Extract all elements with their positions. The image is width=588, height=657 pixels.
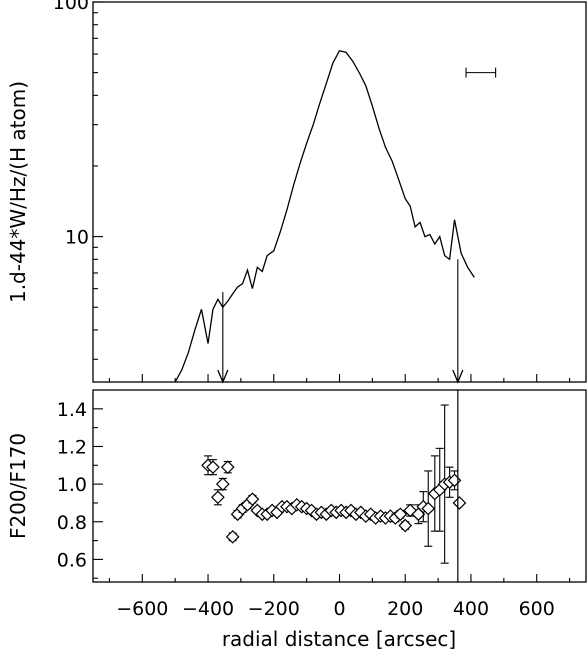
- diamond-point: [398, 518, 413, 533]
- bottom-xtick-label: 600: [519, 598, 555, 620]
- bottom-y-axis-label: F200/F170: [6, 433, 30, 539]
- bottom-ytick-label: 0.8: [57, 512, 87, 534]
- bottom-plot-frame: [92, 389, 587, 583]
- bottom-xtick-labels: −600 −400 −200 0 200 400 600: [116, 598, 555, 620]
- bottom-xtick-label: 0: [333, 598, 345, 620]
- arrow-head: [452, 369, 464, 384]
- bottom-ytick-label: 1.4: [57, 399, 87, 421]
- top-ytick-labels: 10 100: [53, 0, 89, 249]
- diamond-point: [245, 492, 260, 507]
- top-plot-frame: [92, 1, 587, 383]
- bottom-ytick-label: 1.2: [57, 436, 87, 458]
- diamond-point: [452, 496, 467, 510]
- diamond-point: [421, 501, 436, 516]
- top-ytick-label: 100: [53, 0, 89, 14]
- top-arrows: [217, 259, 464, 384]
- bottom-panel: 0.6 0.8 1.0 1.2 1.4 −600 −400 −200 0 200 400 600 F…: [6, 389, 587, 651]
- bottom-x-axis-label: radial distance [arcsec]: [222, 627, 456, 651]
- top-panel: 10 100 1.d-44*W/Hz/(H atom): [6, 0, 587, 384]
- bottom-ticks: [93, 408, 571, 582]
- top-series: [174, 49, 475, 383]
- diamond-point: [211, 490, 225, 505]
- arrow-head: [217, 369, 229, 384]
- bottom-xtick-label: 200: [387, 598, 423, 620]
- diamond-point: [215, 477, 230, 491]
- top-ytick-label: 10: [65, 227, 89, 249]
- bottom-xtick-label: −200: [248, 598, 300, 620]
- bottom-ytick-labels: 0.6 0.8 1.0 1.2 1.4: [57, 399, 87, 572]
- top-profile-line: [174, 49, 475, 383]
- diamond-point: [393, 507, 408, 522]
- top-y-axis-label: 1.d-44*W/Hz/(H atom): [6, 81, 30, 303]
- diamond-point: [220, 460, 235, 475]
- top-error-bar-marker: [465, 67, 497, 78]
- bottom-data-points: [201, 404, 467, 564]
- bottom-ytick-label: 0.6: [57, 549, 87, 571]
- top-ticks: [93, 1, 571, 382]
- diamond-point: [206, 460, 220, 475]
- bottom-xtick-label: 400: [453, 598, 489, 620]
- diamond-point: [225, 529, 240, 544]
- bottom-xtick-label: −600: [116, 598, 168, 620]
- bottom-xtick-label: −400: [182, 598, 234, 620]
- bottom-ytick-label: 1.0: [57, 474, 87, 496]
